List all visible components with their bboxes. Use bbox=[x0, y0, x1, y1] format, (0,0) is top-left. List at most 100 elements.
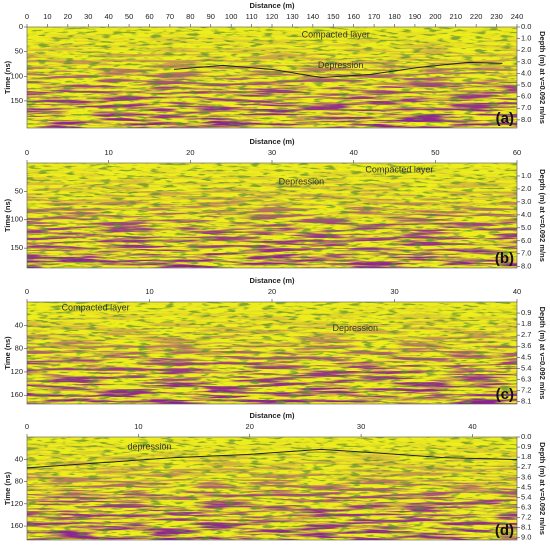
y2-tick-label: 7.0 bbox=[521, 249, 531, 258]
y-tick-label: 150 bbox=[10, 96, 23, 105]
x-tick-label: 10 bbox=[145, 287, 153, 296]
x-tick-label: 20 bbox=[64, 12, 72, 21]
annotation: Compacted layer bbox=[365, 165, 433, 175]
x-tick-label: 20 bbox=[246, 422, 254, 431]
y2-tick-label: 3.0 bbox=[521, 197, 531, 206]
radargram-speckle bbox=[27, 27, 517, 128]
y2-tick-label: 0.0 bbox=[521, 22, 531, 31]
y-tick-label: 120 bbox=[10, 499, 23, 508]
y2-tick-label: 5.4 bbox=[521, 363, 531, 372]
y2-tick-label: 6.0 bbox=[521, 92, 531, 101]
y2-axis-title: Depth (m) at v=0.092 m/ns bbox=[538, 442, 547, 535]
panel-label: (d) bbox=[495, 522, 514, 539]
panel-label: (a) bbox=[496, 110, 514, 127]
x-axis-title: Distance (m) bbox=[249, 411, 295, 420]
y-tick-label: 80 bbox=[15, 344, 23, 353]
x-tick-label: 80 bbox=[186, 12, 194, 21]
y2-tick-label: 0.9 bbox=[521, 442, 531, 451]
x-tick-label: 110 bbox=[246, 12, 258, 21]
y-axis-title: Time (ns) bbox=[3, 60, 12, 94]
x-tick-label: 0 bbox=[25, 287, 29, 296]
y2-tick-label: 8.0 bbox=[521, 262, 531, 271]
depression-line bbox=[173, 61, 503, 79]
y2-tick-label: 0.0 bbox=[521, 432, 531, 441]
x-axis-title: Distance (m) bbox=[249, 1, 295, 10]
y2-tick-label: 1.0 bbox=[521, 171, 531, 180]
y2-axis-title: Depth (m) at v=0.092 m/ns bbox=[538, 307, 547, 400]
y2-tick-label: 0.9 bbox=[521, 308, 531, 317]
x-tick-label: 170 bbox=[368, 12, 381, 21]
y2-tick-label: 2.0 bbox=[521, 45, 531, 54]
panel: Distance (m) 0 10 20 30 40 50 60 70 80 90 100 110 120… bbox=[3, 1, 547, 129]
x-tick-label: 50 bbox=[431, 148, 439, 157]
x-tick-label: 150 bbox=[327, 12, 340, 21]
x-tick-label: 30 bbox=[390, 287, 398, 296]
y-axis-title: Time (ns) bbox=[3, 471, 12, 505]
y2-tick-label: 7.2 bbox=[521, 385, 531, 394]
x-tick-label: 190 bbox=[409, 12, 422, 21]
y2-tick-label: 7.2 bbox=[521, 513, 531, 522]
y-tick-label: 40 bbox=[15, 454, 23, 463]
x-tick-label: 220 bbox=[470, 12, 483, 21]
y2-tick-label: 3.0 bbox=[521, 57, 531, 66]
y2-tick-label: 1.0 bbox=[521, 34, 531, 43]
y2-tick-label: 4.0 bbox=[521, 210, 531, 219]
x-tick-label: 20 bbox=[186, 148, 194, 157]
x-tick-label: 30 bbox=[84, 12, 92, 21]
annotation: Compacted layer bbox=[62, 302, 130, 312]
y2-tick-label: 5.4 bbox=[521, 492, 531, 501]
annotation: Depression bbox=[333, 323, 379, 333]
y2-axis-title: Depth (m) at v=0.092 m/ns bbox=[538, 31, 547, 124]
radargram-speckle bbox=[27, 302, 517, 404]
x-tick-label: 120 bbox=[266, 12, 279, 21]
x-tick-label: 20 bbox=[268, 287, 276, 296]
x-tick-label: 0 bbox=[25, 12, 29, 21]
y2-tick-label: 7.0 bbox=[521, 103, 531, 112]
x-tick-label: 160 bbox=[347, 12, 360, 21]
x-tick-label: 0 bbox=[25, 148, 29, 157]
x-tick-label: 40 bbox=[349, 148, 357, 157]
x-tick-label: 100 bbox=[225, 12, 238, 21]
frame bbox=[26, 436, 518, 541]
y2-tick-label: 4.5 bbox=[521, 352, 531, 361]
panel: Distance (m) 0 10 20 30 40 40 80 120 160 0.9 1.8 2.7… bbox=[3, 276, 547, 406]
y-axis-title: Time (ns) bbox=[3, 198, 12, 232]
y2-tick-label: 8.1 bbox=[521, 523, 531, 532]
annotation: Depression bbox=[318, 60, 364, 70]
y-axis-title: Time (ns) bbox=[3, 336, 12, 370]
y-tick-label: 100 bbox=[10, 215, 23, 224]
y-tick-label: 150 bbox=[10, 243, 23, 252]
y2-tick-label: 4.5 bbox=[521, 482, 531, 491]
x-tick-label: 40 bbox=[104, 12, 112, 21]
y-tick-label: 40 bbox=[15, 320, 23, 329]
radargram-speckle bbox=[27, 163, 517, 268]
x-tick-label: 90 bbox=[207, 12, 215, 21]
y2-tick-label: 2.7 bbox=[521, 330, 531, 339]
panel: Distance (m) 0 10 20 30 40 40 80 120 160 0.00.91.8… bbox=[3, 411, 547, 542]
x-tick-label: 140 bbox=[307, 12, 320, 21]
panel: Distance (m) 0 10 20 30 40 50 60 50 100 150 1.0 2.0 3… bbox=[3, 137, 547, 271]
annotation: Depression bbox=[279, 176, 325, 186]
y2-axis-title: Depth (m) at v=0.092 m/ns bbox=[538, 169, 547, 262]
panel-label: (c) bbox=[496, 386, 514, 403]
x-tick-label: 210 bbox=[449, 12, 462, 21]
x-tick-label: 60 bbox=[145, 12, 153, 21]
y2-tick-label: 9.0 bbox=[521, 533, 531, 542]
x-tick-label: 30 bbox=[357, 422, 365, 431]
x-tick-label: 240 bbox=[511, 12, 524, 21]
x-tick-label: 40 bbox=[468, 422, 476, 431]
y2-tick-label: 8.1 bbox=[521, 397, 531, 406]
y2-tick-label: 6.3 bbox=[521, 374, 531, 383]
x-tick-label: 70 bbox=[166, 12, 174, 21]
y2-tick-label: 6.3 bbox=[521, 503, 531, 512]
x-tick-label: 30 bbox=[268, 148, 276, 157]
y-tick-label: 50 bbox=[15, 186, 23, 195]
y2-tick-label: 1.8 bbox=[521, 452, 531, 461]
y-tick-label: 80 bbox=[15, 477, 23, 486]
y-tick-label: 160 bbox=[10, 521, 23, 530]
x-tick-label: 40 bbox=[513, 287, 521, 296]
radargram-speckle bbox=[27, 437, 517, 540]
x-tick-label: 0 bbox=[25, 422, 29, 431]
x-axis-title: Distance (m) bbox=[249, 137, 295, 146]
